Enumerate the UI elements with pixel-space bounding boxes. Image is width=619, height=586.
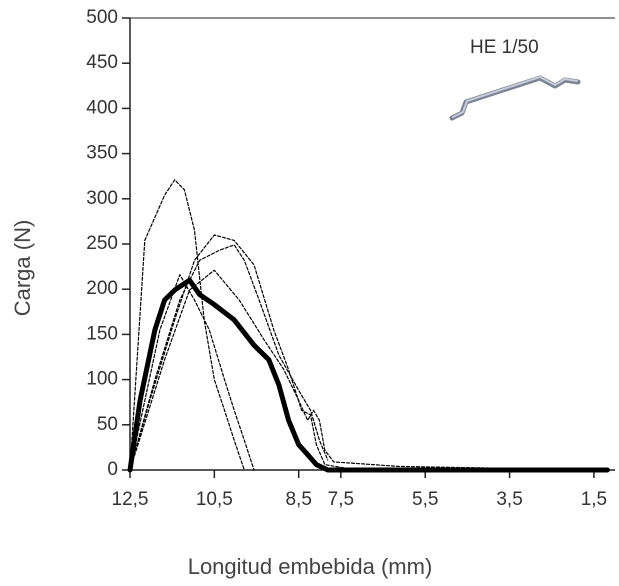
x-axis-title: Longitud embebida (mm) (188, 554, 433, 579)
x-tick-label: 7,5 (328, 489, 354, 510)
x-tick-label: 5,5 (412, 489, 438, 510)
fiber-icon (449, 75, 581, 121)
specimen-line (129, 274, 255, 471)
annotation: HE 1/50 (470, 37, 539, 58)
y-tick-label: 0 (107, 459, 118, 480)
y-axis-title: Carga (N) (10, 220, 35, 317)
y-tick-label: 450 (86, 52, 118, 73)
y-tick-label: 150 (86, 323, 118, 344)
specimen-line (129, 179, 245, 471)
y-tick-label: 250 (86, 233, 118, 254)
y-tick-label: 500 (86, 7, 118, 28)
y-tick-label: 100 (86, 369, 118, 390)
x-tick-label: 12,5 (112, 489, 149, 510)
specimen-line (129, 244, 329, 471)
x-tick-label: 1,5 (581, 489, 607, 510)
x-tick-label: 8,5 (285, 489, 311, 510)
y-tick-label: 300 (86, 188, 118, 209)
fiber-shape (449, 75, 581, 121)
y-tick-label: 50 (97, 414, 118, 435)
y-tick-label: 200 (86, 278, 118, 299)
specimen-line (129, 234, 436, 471)
x-tick-label: 10,5 (196, 489, 233, 510)
y-tick-label: 400 (86, 97, 118, 118)
fiber-highlight (452, 76, 578, 118)
x-tick-label: 3,5 (496, 489, 522, 510)
specimen-line (129, 269, 598, 471)
mean-line (127, 277, 610, 473)
y-tick-label: 350 (86, 143, 118, 164)
